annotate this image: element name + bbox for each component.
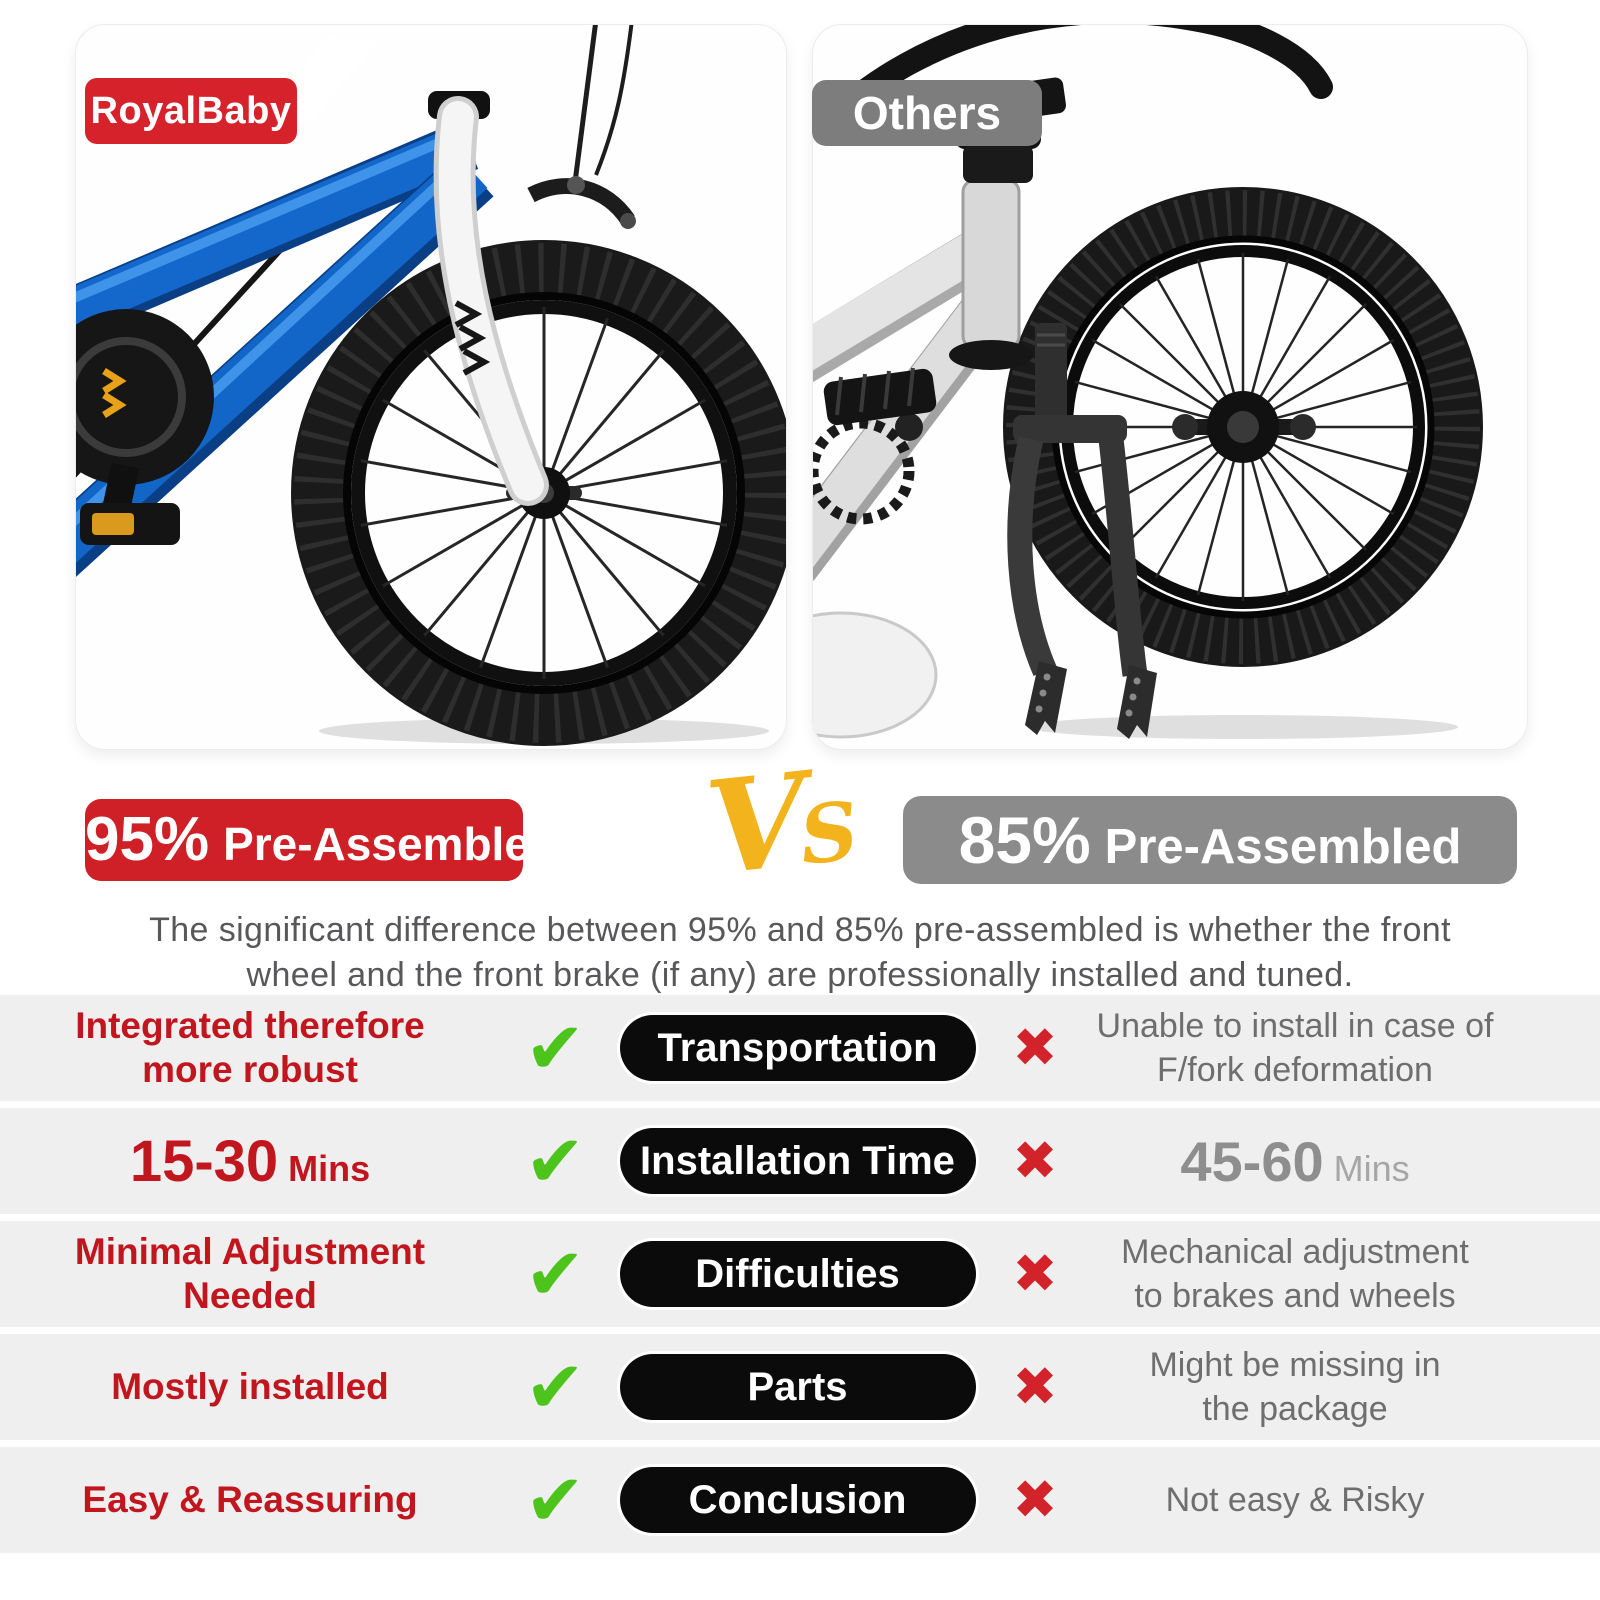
others-drawback: Unable to install in case of F/fork defo… — [1085, 1004, 1600, 1092]
drawback-line: F/fork deformation — [1157, 1051, 1433, 1089]
cross-icon: ✖ — [1012, 1242, 1058, 1305]
check-icon: ✔ — [524, 1006, 586, 1090]
drawback-line: Not easy & Risky — [1165, 1481, 1425, 1519]
royalbaby-advantage: Integrated therefore more robust — [0, 1004, 500, 1092]
table-row-installation-time: 15-30 Mins ✔ Installation Time ✖ 45-60 Min… — [0, 1108, 1600, 1214]
description-text: The significant difference between 95% a… — [0, 908, 1600, 998]
brake-cable — [571, 25, 634, 191]
description-line-2: wheel and the front brake (if any) are p… — [246, 956, 1354, 994]
cross-icon: ✖ — [1012, 1129, 1058, 1192]
royalbaby-photo-card — [75, 24, 787, 750]
pedal-and-crank — [813, 367, 937, 525]
drawback-unit: Mins — [1333, 1147, 1410, 1189]
description-line-1: The significant difference between 95% a… — [149, 911, 1451, 949]
royalbaby-brand-badge: RoyalBaby — [85, 78, 297, 144]
category-pill: Transportation — [619, 1015, 976, 1081]
others-photo-card — [812, 24, 1528, 750]
table-row-parts: Mostly installed ✔ Parts ✖ Might be miss… — [0, 1334, 1600, 1440]
advantage-line: more robust — [142, 1049, 358, 1090]
drawback-line: Mechanical adjustment — [1121, 1233, 1469, 1271]
category-pill: Difficulties — [619, 1241, 976, 1307]
table-row-conclusion: Easy & Reassuring ✔ Conclusion ✖ Not eas… — [0, 1447, 1600, 1553]
royalbaby-advantage: 15-30 Mins — [0, 1128, 500, 1195]
front-fork — [428, 91, 549, 506]
advantage-line: Easy & Reassuring — [82, 1479, 418, 1520]
advantage-line: Mostly installed — [111, 1366, 389, 1407]
comparison-table: Integrated therefore more robust ✔ Trans… — [0, 995, 1600, 1560]
table-row-transportation: Integrated therefore more robust ✔ Trans… — [0, 995, 1600, 1101]
royalbaby-bike-illustration — [76, 25, 786, 746]
others-percent: 85% — [958, 803, 1091, 877]
drawback-line: to brakes and wheels — [1134, 1277, 1456, 1315]
table-row-difficulties: Minimal Adjustment Needed ✔ Difficulties… — [0, 1221, 1600, 1327]
advantage-line: Needed — [183, 1275, 317, 1316]
detached-fork — [1007, 323, 1157, 739]
advantage-line: Integrated therefore — [75, 1005, 425, 1046]
others-preassembled-banner: 85% Pre-Assembled — [903, 796, 1517, 884]
advantage-line: Minimal Adjustment — [74, 1231, 426, 1272]
cross-icon: ✖ — [1012, 1016, 1058, 1079]
royalbaby-preassembled-label: Pre-Assembled — [223, 818, 559, 870]
category-pill: Installation Time — [619, 1128, 976, 1194]
category-pill: Conclusion — [619, 1467, 976, 1533]
others-drawback: 45-60 Mins — [1085, 1129, 1600, 1194]
category-pill: Parts — [619, 1354, 976, 1420]
royalbaby-percent: 95% — [85, 805, 210, 874]
gray-frame — [813, 121, 1041, 739]
advantage-unit: Mins — [288, 1147, 371, 1189]
check-icon: ✔ — [524, 1345, 586, 1429]
others-preassembled-label: Pre-Assembled — [1104, 820, 1462, 874]
drawback-line: the package — [1202, 1390, 1388, 1428]
others-badge: Others — [812, 80, 1042, 146]
royalbaby-advantage: Mostly installed — [0, 1365, 500, 1409]
advantage-value: 15-30 — [129, 1128, 279, 1194]
others-drawback: Not easy & Risky — [1085, 1478, 1600, 1522]
check-icon: ✔ — [524, 1458, 586, 1542]
royalbaby-preassembled-banner: 95% Pre-Assembled — [85, 799, 558, 881]
drawback-value: 45-60 — [1180, 1129, 1324, 1193]
cross-icon: ✖ — [1012, 1468, 1058, 1531]
others-drawback: Mechanical adjustment to brakes and whee… — [1085, 1230, 1600, 1318]
drawback-line: Might be missing in — [1149, 1346, 1441, 1384]
royalbaby-advantage: Easy & Reassuring — [0, 1478, 500, 1522]
check-icon: ✔ — [524, 1232, 586, 1316]
others-drawback: Might be missing in the package — [1085, 1343, 1600, 1431]
check-icon: ✔ — [524, 1119, 586, 1203]
vs-mark: VS — [699, 745, 855, 905]
pedal-and-chainguard — [76, 309, 214, 545]
cross-icon: ✖ — [1012, 1355, 1058, 1418]
drawback-line: Unable to install in case of — [1096, 1007, 1494, 1045]
wheel-shadow — [1028, 715, 1458, 739]
brake-caliper — [527, 176, 636, 229]
royalbaby-advantage: Minimal Adjustment Needed — [0, 1230, 500, 1318]
